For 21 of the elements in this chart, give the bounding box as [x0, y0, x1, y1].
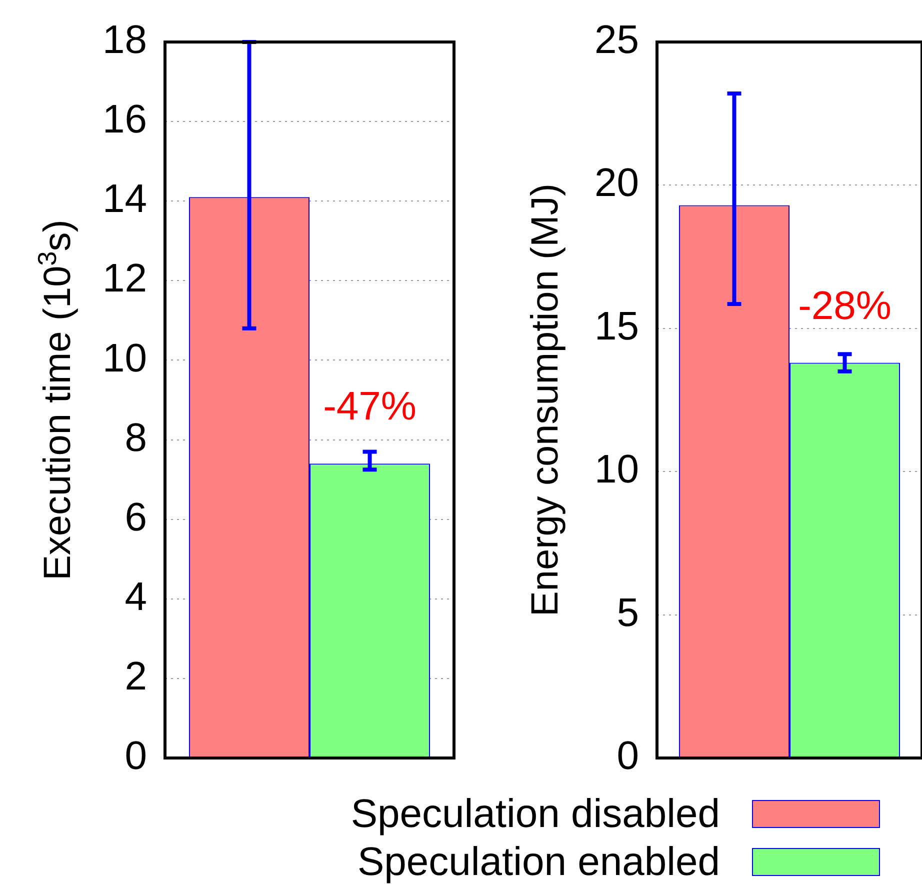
y-tick-label: 14	[102, 177, 147, 222]
y-tick-label: 20	[594, 161, 639, 206]
legend-label: Speculation disabled	[350, 792, 720, 836]
y-tick-label: 8	[124, 416, 147, 460]
y-tick-label: 5	[616, 590, 639, 635]
y-tick-label: 15	[594, 304, 639, 348]
y-tick-label: 2	[124, 654, 147, 698]
annotation: -47%	[323, 384, 416, 429]
y-tick-label: 18	[102, 18, 147, 62]
y-tick-label: 0	[616, 734, 639, 778]
y-tick-label: 10	[102, 336, 147, 380]
y-tick-label: 6	[124, 495, 147, 540]
y-tick-label: 25	[594, 18, 639, 62]
legend-label: Speculation enabled	[357, 840, 720, 884]
y-tick-label: 16	[102, 98, 147, 142]
y-tick-label: 10	[594, 448, 639, 492]
annotation: -28%	[798, 284, 892, 328]
y-tick-label: 4	[124, 574, 147, 619]
y-axis-title: Energy consumption (MJ)	[524, 184, 568, 616]
y-tick-label: 0	[124, 734, 147, 778]
y-tick-label: 12	[102, 256, 147, 301]
